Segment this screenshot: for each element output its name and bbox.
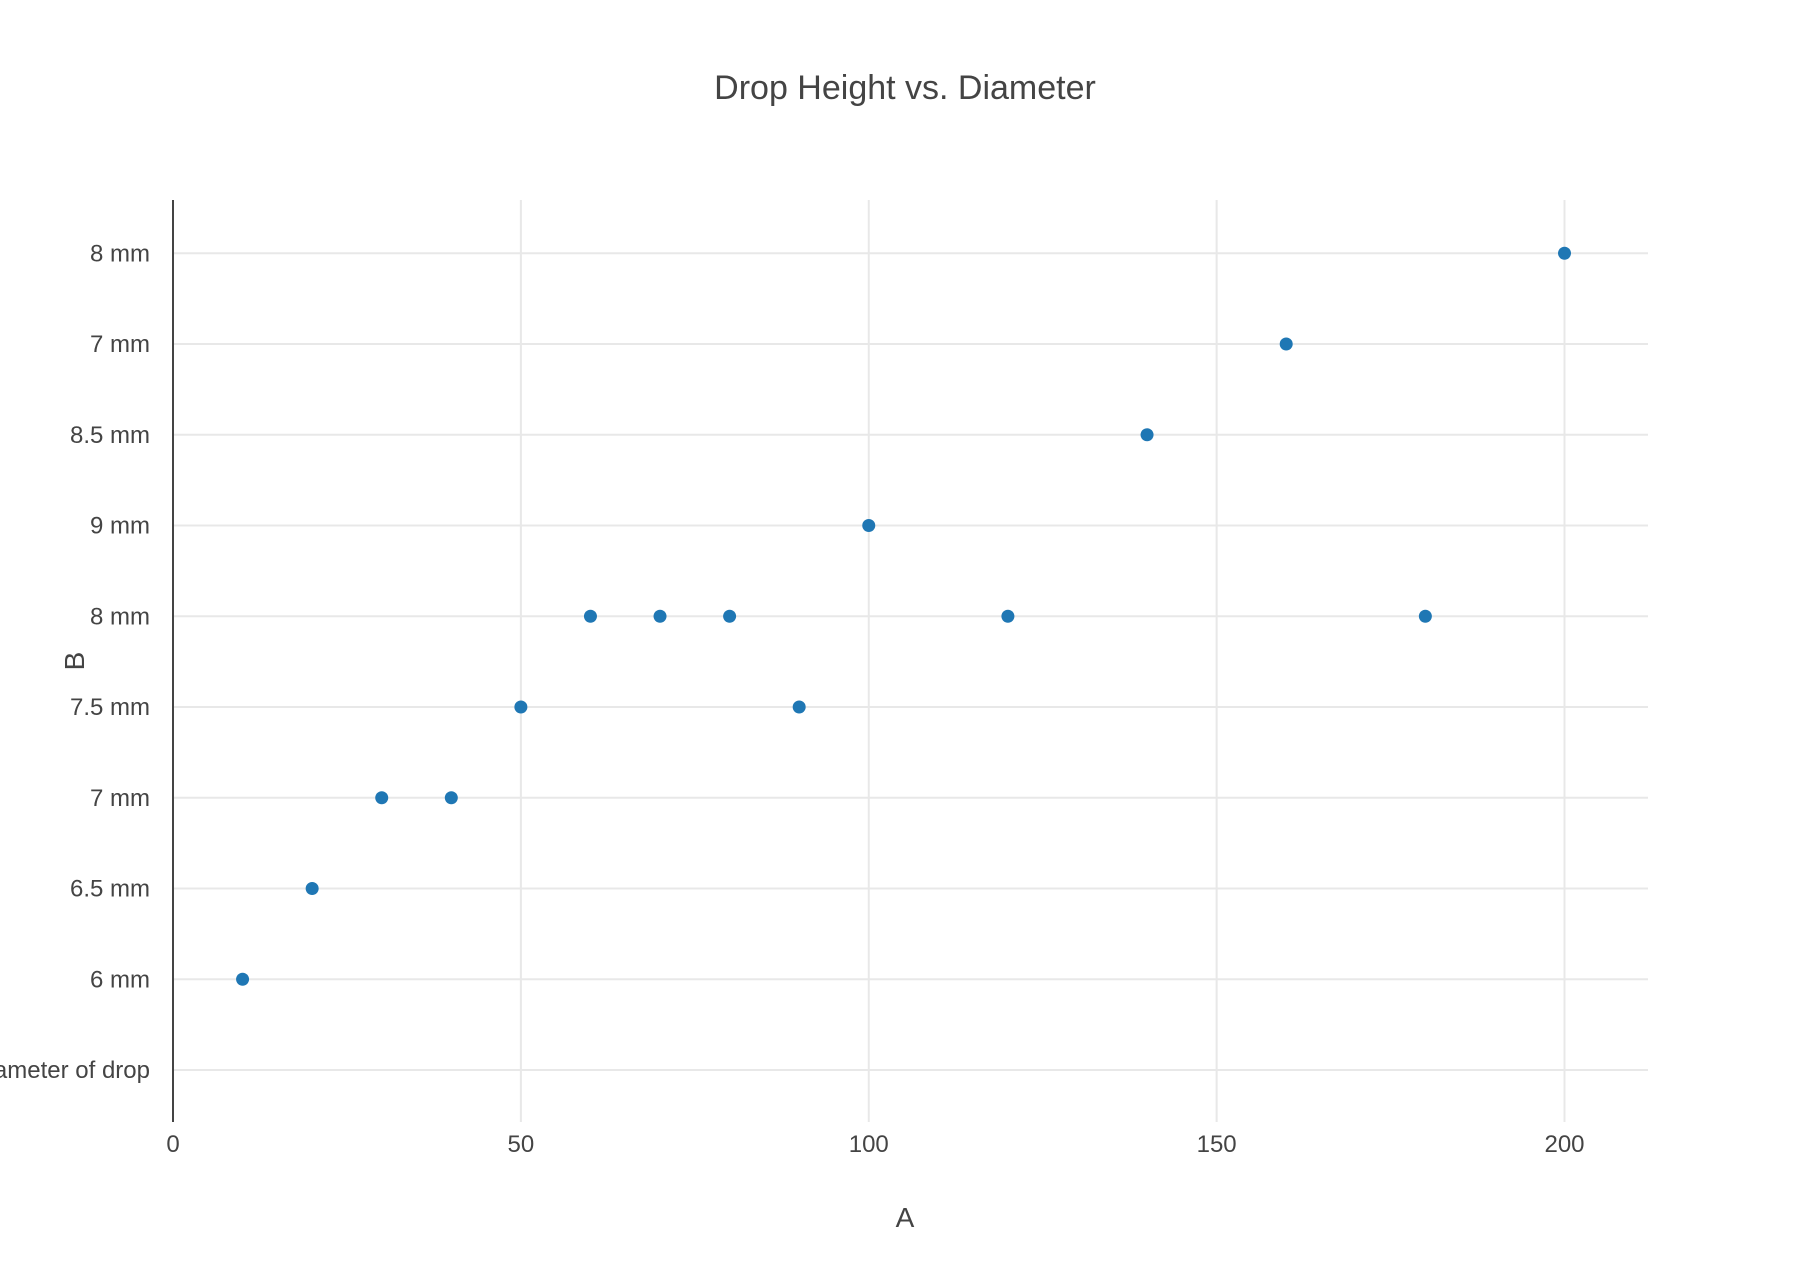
x-tick-label: 200	[1544, 1131, 1584, 1158]
y-tick-label: Diameter of drop	[0, 1057, 150, 1084]
data-point	[862, 519, 876, 532]
y-tick-label: 7 mm	[90, 785, 150, 812]
data-points	[236, 246, 1572, 986]
data-point	[1558, 246, 1572, 260]
y-tick-labels: Diameter of drop 6 mm 6.5 mm 7 mm 7.5 mm 8 mm…	[0, 240, 150, 1084]
grid	[173, 200, 1648, 1122]
data-point	[305, 882, 319, 895]
chart-title: Drop Height vs. Diameter	[714, 69, 1096, 107]
data-point	[514, 700, 528, 714]
data-point	[583, 609, 597, 623]
data-point	[723, 609, 737, 623]
data-point	[444, 791, 458, 805]
data-point	[1279, 337, 1293, 351]
x-tick-labels: 0 50 100 150 200	[166, 1131, 1584, 1158]
x-tick-label: 100	[849, 1131, 889, 1158]
y-tick-label: 7.5 mm	[70, 694, 150, 721]
y-tick-label: 8 mm	[90, 240, 150, 267]
y-tick-label: 8 mm	[90, 603, 150, 630]
y-tick-label: 7 mm	[90, 331, 150, 358]
data-point	[236, 972, 250, 986]
x-tick-label: 0	[166, 1131, 179, 1158]
y-axis-title: B	[59, 652, 90, 671]
y-tick-label: 6 mm	[90, 966, 150, 993]
data-point	[375, 791, 389, 805]
x-tick-label: 150	[1197, 1131, 1237, 1158]
data-point	[1418, 609, 1432, 623]
data-point	[653, 609, 667, 623]
data-point	[792, 700, 806, 714]
x-axis-title: A	[896, 1202, 915, 1233]
data-point	[1140, 428, 1154, 442]
y-tick-label: 8.5 mm	[70, 422, 150, 449]
x-tick-label: 50	[508, 1131, 535, 1158]
y-tick-label: 9 mm	[90, 513, 150, 540]
data-point	[1001, 609, 1015, 623]
y-tick-label: 6.5 mm	[70, 876, 150, 903]
